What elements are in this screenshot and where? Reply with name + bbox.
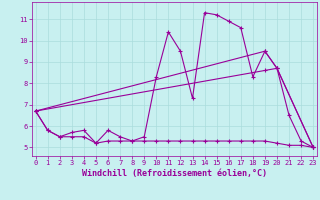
X-axis label: Windchill (Refroidissement éolien,°C): Windchill (Refroidissement éolien,°C) [82,169,267,178]
